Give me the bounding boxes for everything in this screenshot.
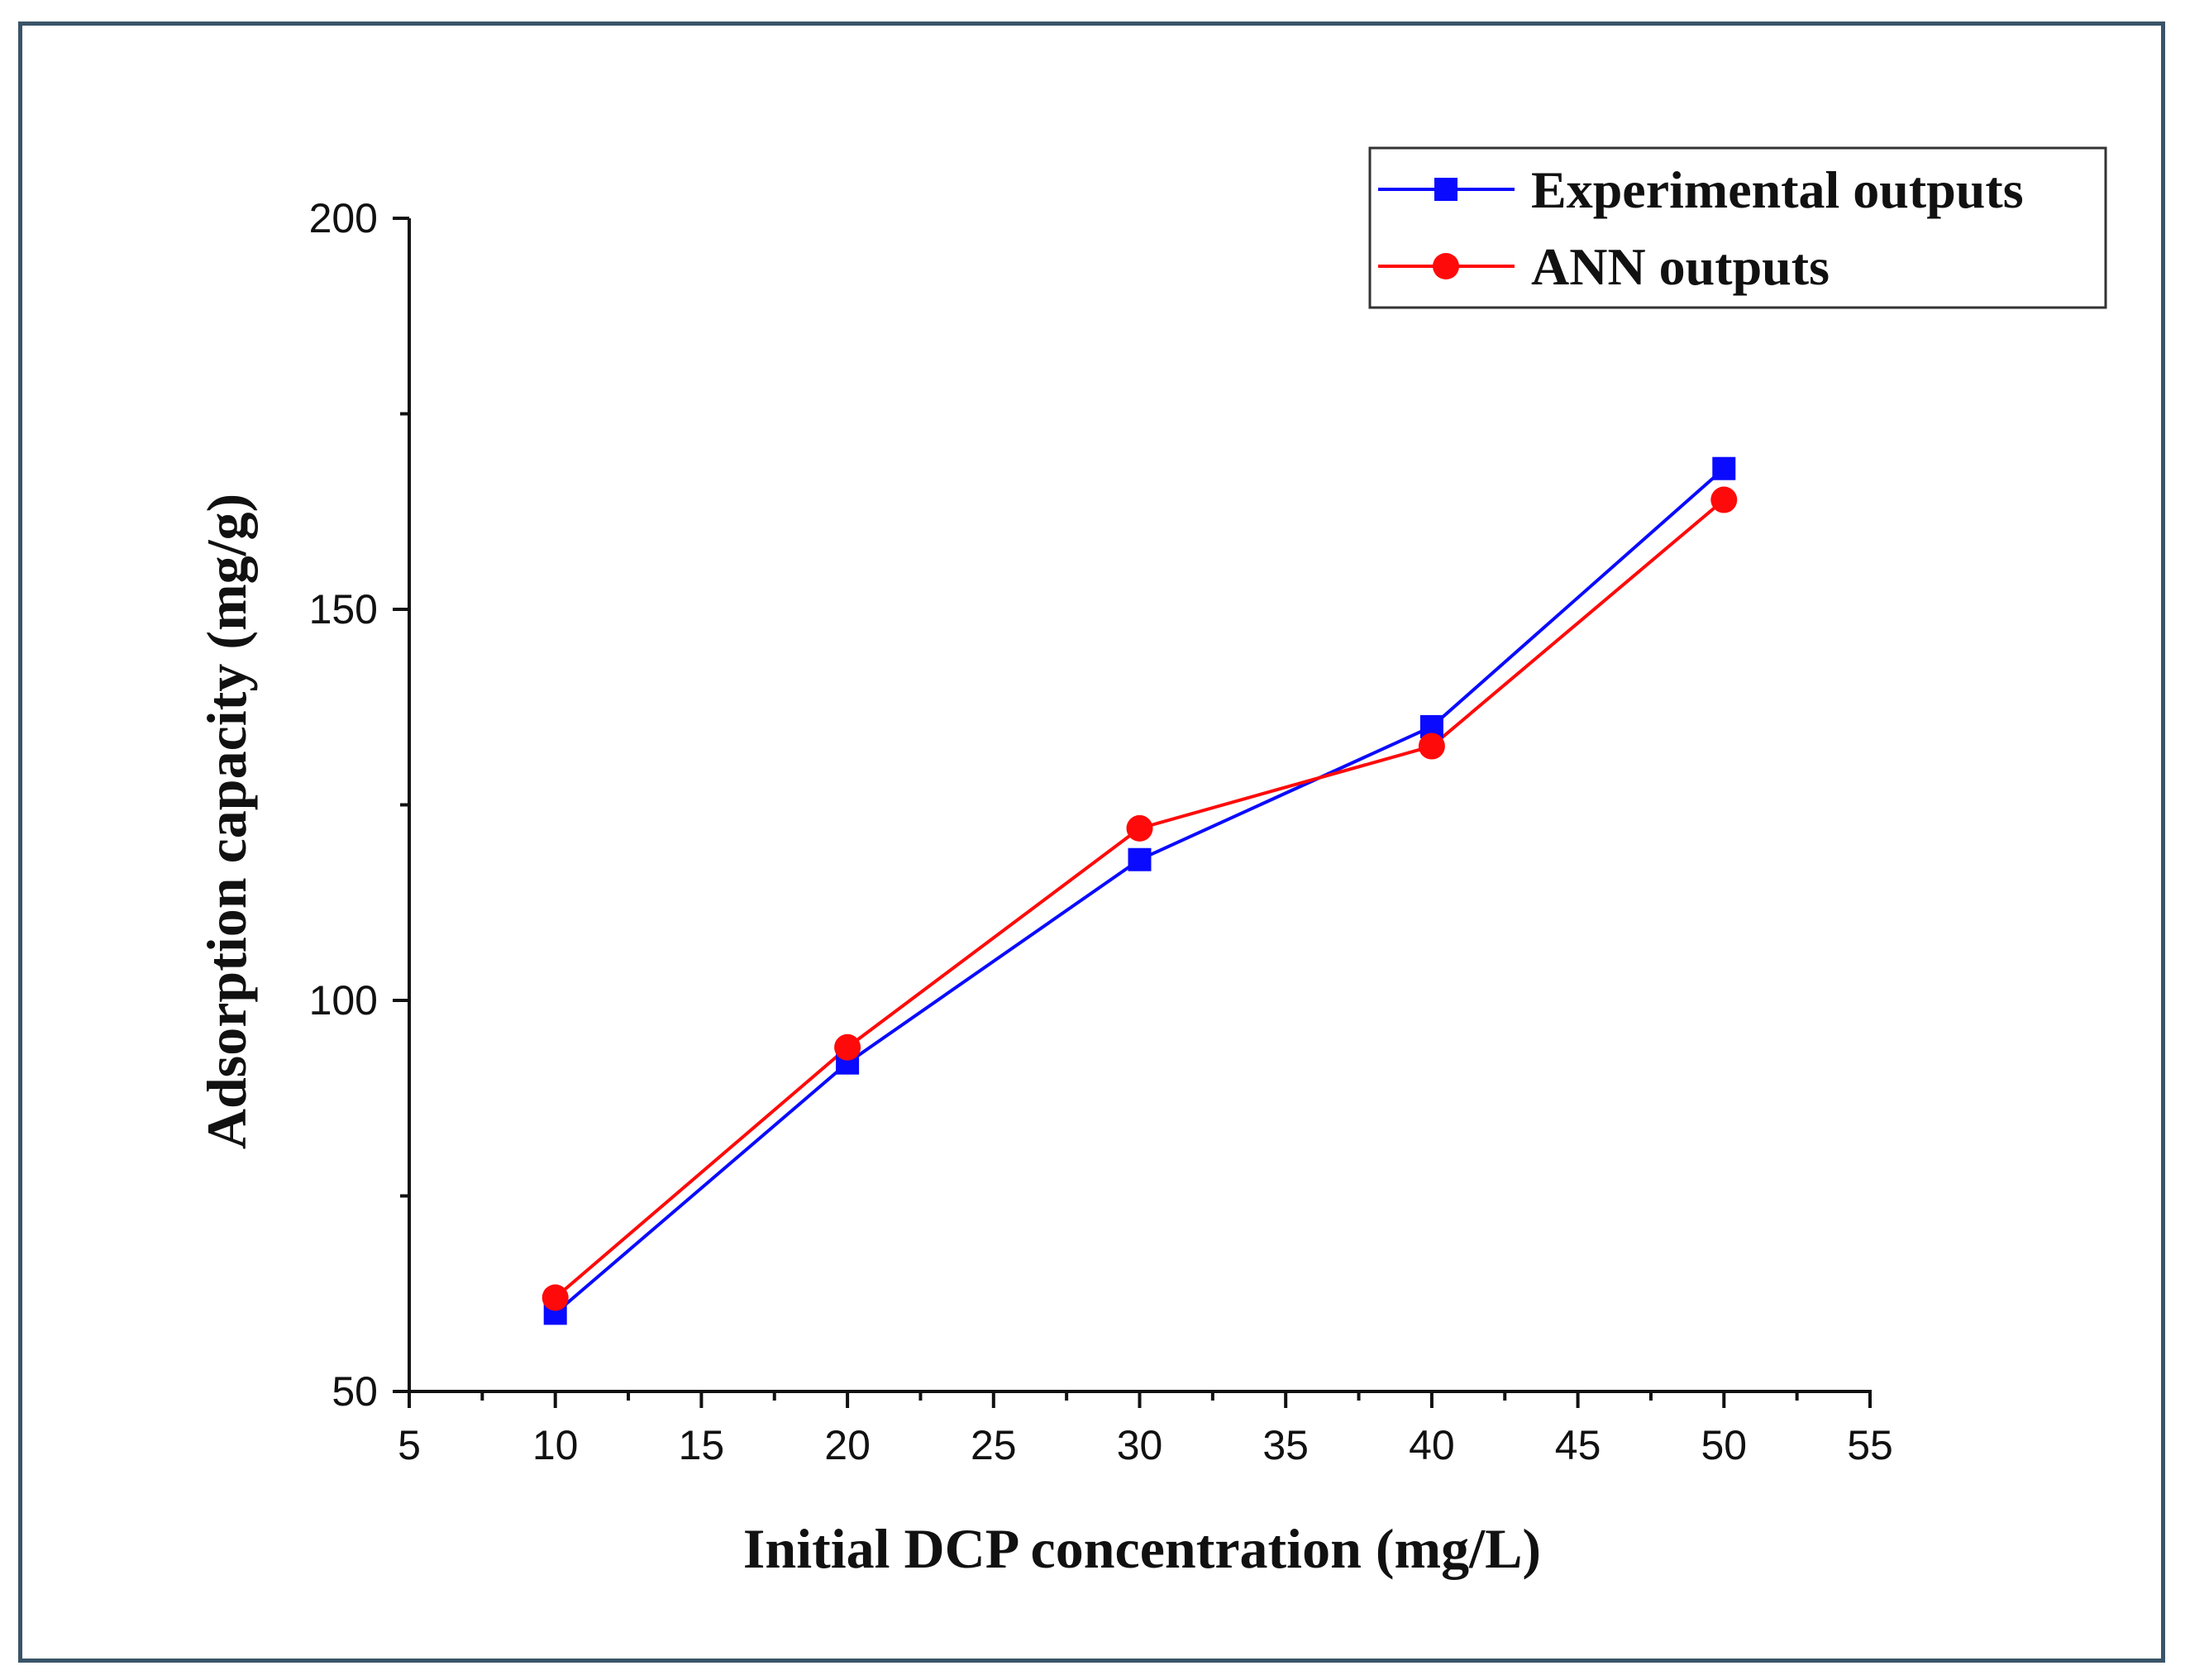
x-tick-label: 5 <box>398 1422 421 1468</box>
legend-label-0: Experimental outputs <box>1531 160 2024 219</box>
legend-label-1: ANN outputs <box>1531 237 1830 296</box>
legend-marker-circle <box>1433 253 1459 279</box>
data-point-circle <box>1126 814 1153 842</box>
x-tick-label: 20 <box>824 1422 871 1468</box>
series-line-1 <box>554 499 1725 1299</box>
x-tick-label: 30 <box>1117 1422 1163 1468</box>
x-tick-label: 45 <box>1555 1422 1601 1468</box>
x-tick-label: 25 <box>971 1422 1017 1468</box>
series-line-0 <box>554 467 1725 1315</box>
chart: 5 10 15 20 25 30 35 40 45 50 55 50 100 150 200 Experim… <box>195 146 2107 1580</box>
y-tick-label: 200 <box>309 195 378 241</box>
x-tick-label: 35 <box>1262 1422 1309 1468</box>
data-point-circle <box>1710 486 1738 513</box>
y-tick-label: 100 <box>309 977 378 1024</box>
figure-frame: 5 10 15 20 25 30 35 40 45 50 55 50 100 150 200 Experim… <box>18 21 2165 1663</box>
x-tick-label: 50 <box>1701 1422 1747 1468</box>
data-point-square <box>1712 456 1736 480</box>
x-tick-label: 15 <box>679 1422 725 1468</box>
legend-box <box>1368 146 2107 309</box>
data-point-circle <box>834 1033 861 1061</box>
x-tick-label: 40 <box>1409 1422 1455 1468</box>
data-point-circle <box>1418 733 1445 760</box>
x-tick-label: 55 <box>1847 1422 1893 1468</box>
series-layer <box>541 456 1738 1325</box>
x-axis-title: Initial DCP concentration (mg/L) <box>743 1517 1541 1580</box>
legend-marker-square <box>1434 178 1457 201</box>
y-axis-title: Adsorption capacity (mg/g) <box>195 494 258 1149</box>
y-tick-label: 50 <box>332 1368 378 1415</box>
axes: 5 10 15 20 25 30 35 40 45 50 55 50 100 150 200 <box>309 195 1893 1468</box>
legend: Experimental outputs ANN outputs <box>1368 146 2107 309</box>
data-point-square <box>1128 847 1152 871</box>
data-point-circle <box>541 1284 569 1311</box>
y-tick-label: 150 <box>309 586 378 632</box>
x-tick-label: 10 <box>532 1422 579 1468</box>
